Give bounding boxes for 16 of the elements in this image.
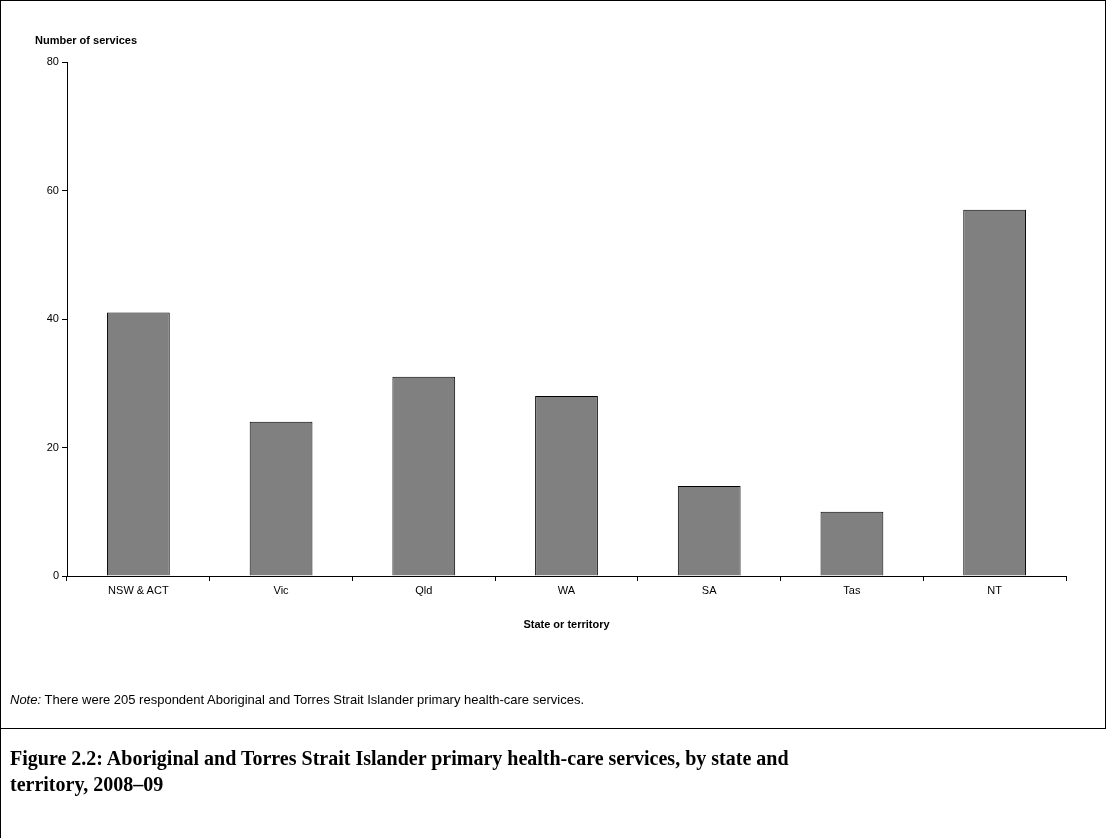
x-tick-label: Vic — [273, 583, 290, 596]
y-tick-label: 80 — [46, 55, 59, 68]
x-tick-label: WA — [557, 583, 576, 596]
y-tick-label: 0 — [52, 569, 59, 582]
text: Figure 2.2: Aboriginal and Torres Strait Islander primary health-care services, by state and territory, 2008–09 — [10, 746, 790, 797]
x-tick-label: NT — [987, 583, 1003, 596]
y-tick-label: 20 — [46, 440, 59, 453]
y-tick-label: 40 — [46, 312, 59, 325]
y-axis-title: Number of services — [35, 34, 138, 46]
x-axis-title: State or territory — [523, 618, 611, 631]
y-tick-label: 60 — [46, 183, 59, 196]
x-tick-label: Tas — [843, 583, 861, 596]
text: Note: There were 205 respondent Aboriginal and Torres Strait Islander primary health-care services. — [10, 692, 584, 707]
x-tick-label: NSW & ACT — [108, 583, 169, 596]
x-tick-label: SA — [701, 583, 718, 596]
x-tick-label: Qld — [415, 583, 433, 596]
